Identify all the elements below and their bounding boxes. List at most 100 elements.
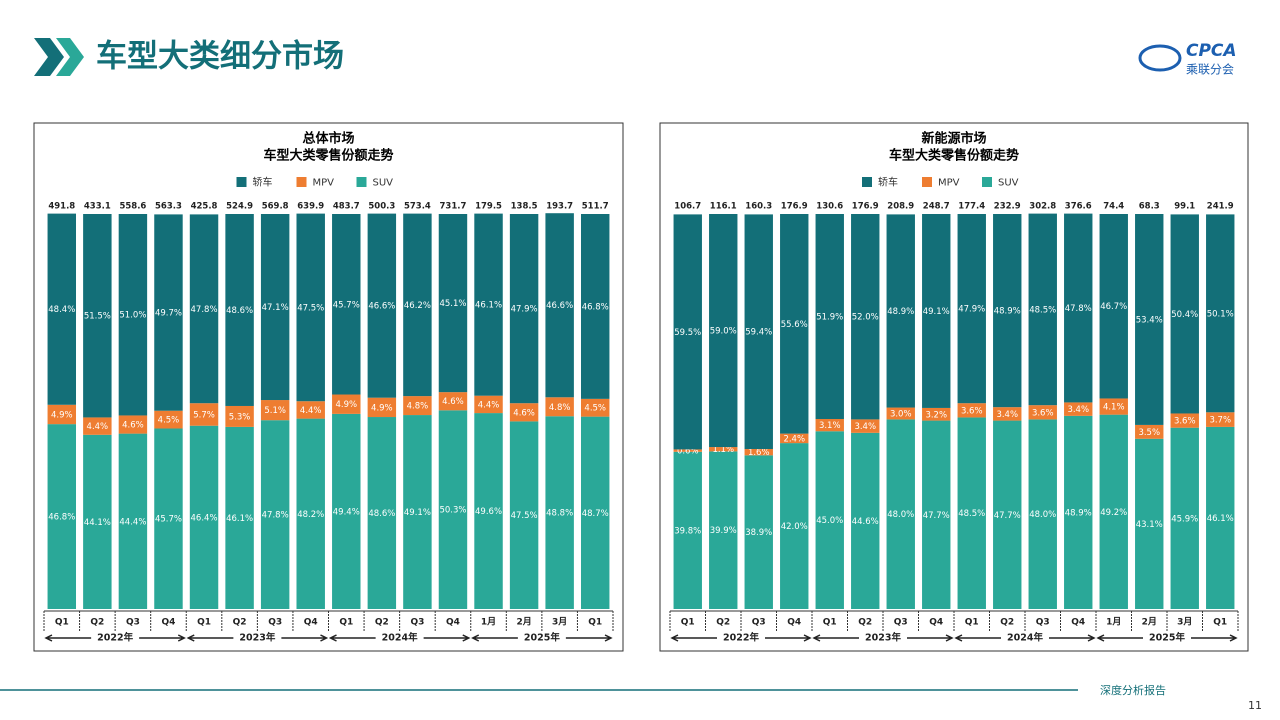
category-label: 3月 — [552, 617, 567, 628]
logo-subtitle: 乘联分会 — [1186, 63, 1234, 77]
value-label: 47.8% — [262, 511, 289, 521]
legend-swatch — [236, 177, 247, 187]
category-label: 3月 — [1177, 617, 1192, 628]
total-label: 491.8 — [48, 202, 75, 212]
group-arrow — [186, 634, 329, 642]
group-arrow — [328, 634, 471, 642]
bar-segment — [886, 214, 915, 408]
total-label: 179.5 — [475, 202, 502, 212]
bar-segment — [1028, 419, 1057, 609]
value-label: 43.1% — [1136, 520, 1163, 530]
bar-segment — [922, 420, 951, 609]
logo-text: CPCA — [1186, 41, 1237, 61]
bar-segment — [744, 455, 773, 609]
value-label: 55.6% — [781, 320, 808, 330]
bar-segment — [673, 214, 702, 450]
legend-label: 轿车 — [253, 176, 273, 189]
bar-segment — [709, 451, 738, 609]
value-label: 50.1% — [1207, 309, 1234, 319]
value-label: 5.3% — [229, 412, 251, 422]
group-arrow — [812, 634, 954, 642]
category-label: Q2 — [858, 618, 872, 628]
category-label: Q1 — [965, 618, 979, 628]
value-label: 47.8% — [191, 305, 218, 315]
chart-subtitle: 车型大类零售份额走势 — [889, 148, 1019, 164]
value-label: 45.9% — [1171, 514, 1198, 524]
value-label: 53.4% — [1136, 315, 1163, 325]
legend-label: 轿车 — [878, 176, 898, 189]
total-label: 208.9 — [887, 202, 914, 212]
total-label: 433.1 — [84, 202, 111, 212]
category-label: Q4 — [1071, 618, 1085, 628]
bar-segment — [1064, 213, 1093, 403]
bar-segment — [957, 403, 986, 418]
category-label: Q3 — [752, 618, 766, 628]
bar-segment — [332, 214, 361, 395]
total-label: 248.7 — [923, 202, 950, 212]
category-label: 1月 — [481, 617, 496, 628]
bar-segment — [474, 413, 503, 609]
value-label: 4.6% — [442, 397, 464, 407]
value-label: 48.2% — [297, 510, 324, 520]
value-label: 48.0% — [887, 510, 914, 520]
value-label: 3.1% — [819, 421, 841, 431]
value-label: 4.4% — [87, 422, 109, 432]
group-arrow — [954, 634, 1096, 642]
bar-segment — [83, 434, 112, 609]
value-label: 48.8% — [546, 509, 573, 519]
value-label: 44.6% — [852, 517, 879, 527]
bar-segment — [851, 419, 880, 433]
category-label: Q4 — [787, 618, 801, 628]
value-label: 49.2% — [1100, 508, 1127, 518]
bar-segment — [367, 213, 397, 398]
value-label: 4.5% — [158, 416, 180, 426]
value-label: 3.6% — [1032, 408, 1054, 418]
bar-segment — [403, 213, 432, 397]
bar-segment — [189, 403, 219, 426]
bar-segment — [118, 214, 148, 416]
value-label: 47.7% — [923, 511, 950, 521]
total-label: 68.3 — [1139, 202, 1160, 212]
total-label: 558.6 — [119, 202, 146, 212]
total-label: 241.9 — [1207, 202, 1234, 212]
total-label: 302.8 — [1029, 202, 1056, 212]
value-label: 38.9% — [745, 528, 772, 538]
value-label: 49.1% — [404, 508, 431, 518]
bar-segment — [993, 420, 1022, 609]
group-label: 2022年 — [723, 632, 759, 644]
bar-segment — [438, 410, 468, 609]
category-label: Q1 — [197, 618, 211, 628]
value-label: 45.7% — [155, 515, 182, 525]
total-label: 176.9 — [852, 202, 879, 212]
category-label: Q1 — [823, 618, 837, 628]
value-label: 5.7% — [193, 410, 215, 420]
bar-segment — [1064, 415, 1093, 609]
footer-text: 深度分析报告 — [1100, 683, 1166, 697]
category-label: Q1 — [339, 618, 353, 628]
value-label: 48.6% — [368, 509, 395, 519]
bar-segment — [225, 426, 254, 609]
bar-segment — [993, 407, 1022, 421]
bar-segment — [673, 449, 702, 452]
value-label: 49.1% — [923, 307, 950, 317]
value-label: 46.1% — [1207, 514, 1234, 524]
value-label: 50.4% — [1171, 310, 1198, 320]
total-label: 116.1 — [710, 202, 737, 212]
legend-swatch — [356, 177, 367, 187]
value-label: 46.4% — [191, 513, 218, 523]
bar-segment — [47, 404, 77, 425]
group-label: 2024年 — [382, 632, 418, 644]
total-label: 74.4 — [1103, 202, 1124, 212]
value-label: 42.0% — [781, 522, 808, 532]
value-label: 48.5% — [958, 509, 985, 519]
bar-segment — [1135, 438, 1164, 609]
legend-swatch — [982, 177, 992, 187]
value-label: 50.3% — [439, 506, 466, 516]
bar-segment — [744, 214, 773, 450]
category-label: Q2 — [90, 618, 104, 628]
value-label: 47.9% — [511, 305, 538, 315]
category-label: Q2 — [375, 618, 389, 628]
value-label: 4.8% — [407, 402, 429, 412]
bar-segment — [509, 421, 539, 609]
value-label: 4.6% — [513, 408, 535, 418]
